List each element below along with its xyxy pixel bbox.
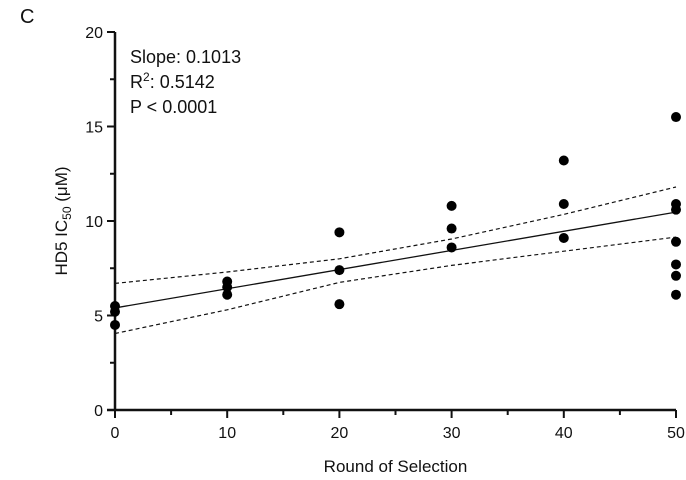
data-point xyxy=(446,242,457,253)
y-tick-label: 10 xyxy=(85,214,103,231)
regression-line-group xyxy=(114,211,677,309)
slope-text: Slope: 0.1013 xyxy=(130,47,241,67)
x-tick-label: 40 xyxy=(555,425,573,442)
data-points xyxy=(110,112,681,330)
data-point xyxy=(671,204,681,215)
data-point xyxy=(222,282,233,293)
x-tick-label: 10 xyxy=(218,425,236,442)
y-tick-label: 20 xyxy=(85,25,103,42)
data-point xyxy=(334,227,345,238)
y-tick-label: 0 xyxy=(94,403,103,420)
data-point xyxy=(671,270,681,281)
confidence-bands xyxy=(114,186,677,335)
x-tick-label: 20 xyxy=(331,425,349,442)
stats-annotation: Slope: 0.1013 R2: 0.5142 P < 0.0001 xyxy=(130,47,241,117)
r-squared-text: R2: 0.5142 xyxy=(130,70,215,92)
axes: 0 5 10 15 20 0 10 20 30 40 50 xyxy=(85,25,685,442)
data-point xyxy=(671,259,681,270)
x-tick-label: 0 xyxy=(111,425,120,442)
data-point xyxy=(334,299,345,310)
panel-label: C xyxy=(20,6,35,28)
x-axis-title: Round of Selection xyxy=(324,457,468,476)
p-value-text: P < 0.0001 xyxy=(130,97,217,117)
data-point xyxy=(558,233,569,244)
x-tick-label: 50 xyxy=(667,425,685,442)
y-tick-label: 15 xyxy=(85,120,103,137)
ci-lower-line xyxy=(114,236,677,335)
y-axis-title: HD5 IC50 (μM) xyxy=(52,166,74,275)
data-point xyxy=(222,289,233,300)
ci-upper-line xyxy=(114,186,677,284)
data-point xyxy=(446,200,457,211)
data-point xyxy=(334,265,345,276)
data-point xyxy=(558,198,569,209)
data-point xyxy=(110,319,120,330)
data-point xyxy=(671,236,681,247)
data-point xyxy=(446,223,457,234)
data-point xyxy=(558,155,569,166)
data-point xyxy=(671,112,681,123)
y-tick-label: 5 xyxy=(94,309,103,326)
data-point xyxy=(671,289,681,300)
regression-line xyxy=(114,211,677,309)
data-point xyxy=(110,306,120,317)
x-tick-label: 30 xyxy=(443,425,461,442)
